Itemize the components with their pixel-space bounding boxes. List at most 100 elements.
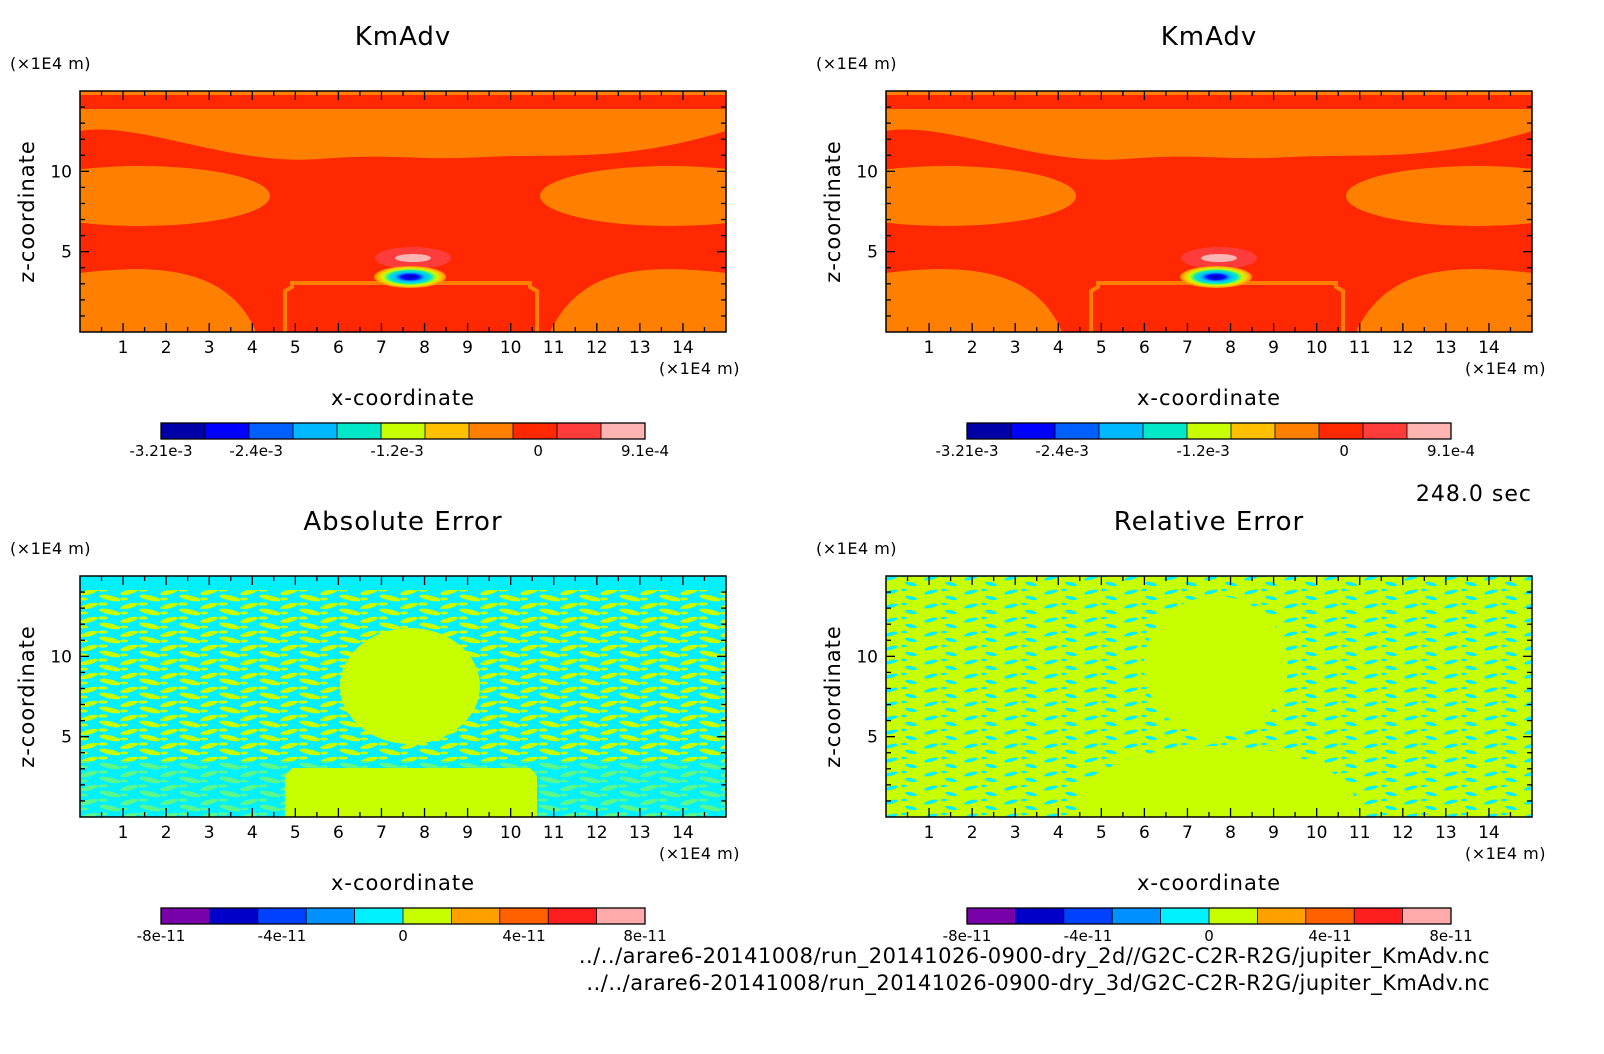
x-tick-label: 10 [1306, 338, 1328, 358]
colorbar-segment [967, 908, 1016, 924]
colorbar-segment [425, 423, 470, 439]
x-tick-label: 5 [290, 338, 301, 358]
colorbar-segment [337, 423, 382, 439]
x-tick-label: 12 [586, 338, 608, 358]
x-tick-label: 12 [1392, 338, 1414, 358]
y-tick-label: 10 [50, 647, 72, 667]
colorbar-segment [1055, 423, 1100, 439]
x-tick-label: 7 [376, 338, 387, 358]
x-tick-label: 11 [1349, 823, 1371, 843]
x-tick-label: 13 [1435, 338, 1457, 358]
colorbar-segment [1257, 908, 1307, 924]
x-tick-label: 8 [1225, 823, 1236, 843]
x-tick-label: 9 [1268, 823, 1279, 843]
x-tick-label: 8 [1225, 338, 1236, 358]
colorbar-segment [1112, 908, 1162, 924]
plot-title: KmAdv [1161, 22, 1258, 52]
colorbar-segment [1209, 908, 1258, 924]
colorbar-tick-label: -4e-11 [258, 927, 307, 945]
time-label: 248.0 sec [1416, 482, 1532, 507]
colorbar-tick-label: 0 [533, 442, 543, 460]
colorbar-segment [1187, 423, 1232, 439]
footer-file-path-1: ../../arare6-20141008/run_20141026-0900-… [578, 944, 1490, 968]
x-tick-label: 14 [1478, 823, 1500, 843]
colorbar-tick-label: 8e-11 [1429, 927, 1472, 945]
y-axis-label: z-coordinate [821, 140, 845, 283]
x-tick-label: 10 [500, 823, 522, 843]
field-red-region [886, 95, 1532, 332]
y-tick-label: 5 [61, 243, 72, 263]
x-tick-label: 6 [333, 823, 344, 843]
colorbar-segment [1354, 908, 1404, 924]
colorbar-segment [1011, 423, 1056, 439]
x-tick-label: 8 [419, 823, 430, 843]
x-tick-label: 5 [290, 823, 301, 843]
x-tick-label: 12 [586, 823, 608, 843]
x-tick-label: 3 [1010, 823, 1021, 843]
x-tick-label: 5 [1096, 338, 1107, 358]
plot-title: Absolute Error [303, 507, 502, 537]
field-bubble-peak [1201, 254, 1237, 262]
colorbar-segment [451, 908, 501, 924]
y-tick-label: 10 [50, 162, 72, 182]
x-tick-label: 4 [1053, 338, 1064, 358]
y-axis-label: z-coordinate [821, 625, 845, 768]
colorbar-segment [1063, 908, 1113, 924]
field-upper-right-lobe [486, 126, 606, 146]
colorbar-segment [257, 908, 307, 924]
x-tick-label: 13 [629, 823, 651, 843]
field-red-region [80, 95, 726, 332]
x-tick-label: 5 [1096, 823, 1107, 843]
abs-error-top-band [80, 576, 726, 590]
colorbar-segment [1363, 423, 1408, 439]
colorbar-segment [381, 423, 426, 439]
y-tick-label: 5 [867, 728, 878, 748]
x-tick-label: 7 [1182, 823, 1193, 843]
x-tick-label: 10 [1306, 823, 1328, 843]
x-tick-label: 6 [333, 338, 344, 358]
colorbar-segment [1160, 908, 1210, 924]
plot-title: Relative Error [1114, 507, 1305, 537]
footer-file-path-2: ../../arare6-20141008/run_20141026-0900-… [586, 971, 1490, 995]
y-tick-label: 5 [61, 728, 72, 748]
abs-error-center-region [340, 628, 480, 744]
x-tick-label: 11 [543, 338, 565, 358]
field-right-lobe [540, 166, 726, 226]
colorbar-tick-label: 0 [1339, 442, 1349, 460]
colorbar-segment [967, 423, 1012, 439]
colorbar-segment [306, 908, 356, 924]
y-unit-label: (×1E4 m) [816, 54, 897, 73]
field-bubble-core [1180, 266, 1252, 288]
field-right-lobe [1346, 166, 1532, 226]
colorbar-segment [513, 423, 558, 439]
colorbar-tick-label: -8e-11 [137, 927, 186, 945]
colorbar-tick-label: -3.21e-3 [936, 442, 999, 460]
field-left-lobe [886, 166, 1076, 226]
x-tick-label: 6 [1139, 823, 1150, 843]
x-axis-label: x-coordinate [1137, 386, 1281, 410]
y-tick-label: 5 [867, 243, 878, 263]
x-unit-label: (×1E4 m) [1465, 359, 1546, 378]
y-unit-label: (×1E4 m) [10, 54, 91, 73]
colorbar-segment [403, 908, 452, 924]
x-tick-label: 13 [1435, 823, 1457, 843]
x-tick-label: 4 [247, 823, 258, 843]
x-tick-label: 10 [500, 338, 522, 358]
x-tick-label: 1 [924, 338, 935, 358]
colorbar-segment [499, 908, 549, 924]
colorbar-tick-label: -4e-11 [1064, 927, 1113, 945]
colorbar-segment [557, 423, 602, 439]
colorbar-segment [469, 423, 514, 439]
colorbar-tick-label: 8e-11 [623, 927, 666, 945]
field-upper-right-lobe [1292, 126, 1412, 146]
y-unit-label: (×1E4 m) [10, 539, 91, 558]
field-bubble-core [374, 266, 446, 288]
colorbar-tick-label: 0 [1204, 927, 1214, 945]
y-unit-label: (×1E4 m) [816, 539, 897, 558]
rel-error-center-region [1144, 596, 1288, 736]
x-tick-label: 1 [118, 338, 129, 358]
x-tick-label: 13 [629, 338, 651, 358]
colorbar-tick-label: -2.4e-3 [229, 442, 282, 460]
colorbar-frame [966, 422, 1452, 440]
